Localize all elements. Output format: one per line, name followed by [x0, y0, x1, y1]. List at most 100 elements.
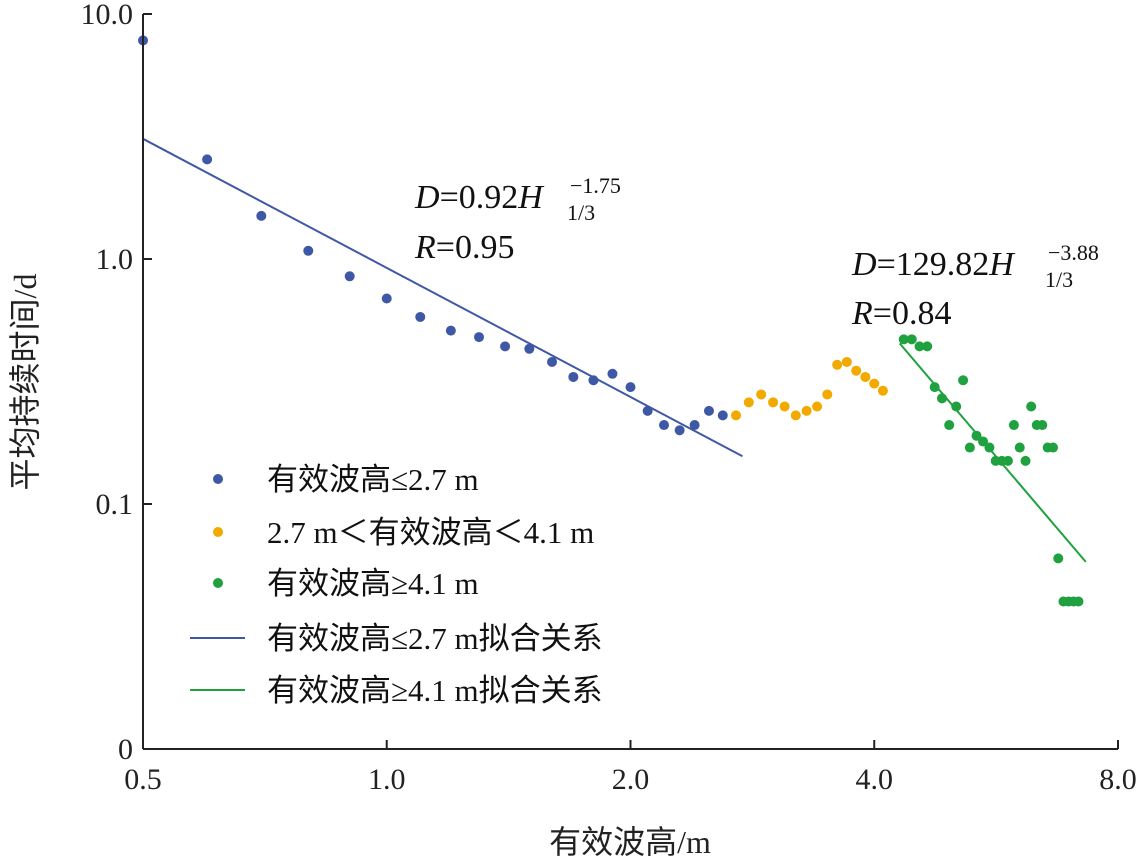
y-axis-title: 平均持续时间/d: [7, 274, 43, 491]
data-point-series-1: [790, 410, 801, 421]
data-point-series-0: [445, 325, 456, 336]
annotation-fit-low-r-var: R: [414, 229, 436, 266]
data-point-series-2: [951, 401, 962, 412]
y-tick-label: 0: [118, 733, 133, 766]
x-axis-title: 有效波高/m: [549, 824, 711, 860]
data-point-series-0: [607, 368, 618, 379]
annotation-fit-low-var: H: [517, 179, 545, 216]
data-point-series-1: [860, 371, 871, 382]
annotation-fit-high-r-val: =0.84: [873, 295, 952, 332]
data-point-series-0: [568, 371, 579, 382]
data-point-series-1: [812, 401, 823, 412]
data-point-series-2: [984, 442, 995, 453]
legend-label-high-fit: 有效波高≥4.1 m拟合关系: [267, 673, 603, 708]
data-point-series-1: [756, 389, 767, 400]
data-point-series-1: [851, 365, 862, 376]
y-tick-label: 1.0: [96, 243, 134, 276]
data-point-series-2: [944, 420, 955, 431]
annotation-fit-high-r: R=0.84: [851, 295, 951, 332]
legend-label-low-fit: 有效波高≤2.7 m拟合关系: [267, 621, 603, 656]
data-point-series-0: [588, 375, 599, 386]
data-point-series-0: [344, 271, 355, 282]
legend-marker-high: [213, 578, 223, 588]
legend-marker-mid: [213, 527, 223, 537]
x-tick-label: 8.0: [1099, 763, 1137, 796]
data-point-series-2: [1014, 442, 1025, 453]
data-point-series-0: [703, 405, 714, 416]
data-point-series-0: [256, 210, 267, 221]
annotation-fit-low-lhs: D: [414, 179, 440, 216]
data-point-series-1: [779, 401, 790, 412]
annotation-fit-high-eq: =129.82: [877, 246, 990, 283]
data-point-series-0: [689, 420, 700, 431]
data-point-series-1: [822, 389, 833, 400]
annotation-fit-high-r-var: R: [851, 295, 873, 332]
fit-line-series-3: [142, 137, 743, 458]
data-point-series-2: [1073, 596, 1084, 607]
data-point-series-0: [381, 293, 392, 304]
fit-lines: [142, 137, 1087, 563]
x-tick-label: 1.0: [368, 763, 406, 796]
data-point-series-2: [978, 436, 989, 447]
data-point-series-1: [731, 410, 742, 421]
data-point-series-2: [1020, 455, 1031, 466]
data-point-series-1: [832, 359, 843, 370]
data-point-series-0: [415, 311, 426, 322]
data-point-series-2: [1008, 420, 1019, 431]
data-point-series-1: [869, 378, 880, 389]
legend-label-mid: 2.7 m＜有效波高＜4.1 m: [267, 515, 594, 550]
data-point-series-2: [1053, 553, 1064, 564]
legend: 有效波高≤2.7 m 2.7 m＜有效波高＜4.1 m 有效波高≥4.1 m 有…: [190, 462, 603, 708]
data-point-series-0: [642, 405, 653, 416]
data-point-series-2: [922, 341, 933, 352]
data-point-series-2: [1037, 420, 1048, 431]
fit-line-series-4: [898, 342, 1087, 563]
y-tick-label: 0.1: [96, 488, 134, 521]
data-point-series-1: [841, 356, 852, 367]
annotation-fit-high-equation: D=129.82H: [851, 246, 1016, 283]
annotation-fit-low-equation: D=0.92H: [414, 179, 545, 216]
data-point-series-1: [801, 405, 812, 416]
data-point-series-0: [202, 154, 213, 165]
annotation-fit-high-sub: 1/3: [1045, 267, 1073, 292]
data-point-series-0: [500, 341, 511, 352]
data-point-series-0: [625, 382, 636, 393]
data-point-series-2: [914, 341, 925, 352]
annotation-fit-low-sup: −1.75: [570, 173, 621, 198]
data-point-series-0: [303, 245, 314, 256]
legend-label-low: 有效波高≤2.7 m: [267, 462, 479, 497]
legend-marker-low: [213, 474, 223, 484]
x-tick-label: 0.5: [124, 763, 162, 796]
data-point-series-0: [717, 410, 728, 421]
data-point-series-2: [1002, 455, 1013, 466]
annotation-fit-low-eq: =0.92: [440, 179, 519, 216]
x-tick-label: 2.0: [612, 763, 650, 796]
data-point-series-2: [898, 334, 909, 345]
data-point-series-0: [547, 356, 558, 367]
legend-label-high: 有效波高≥4.1 m: [267, 566, 479, 601]
data-point-series-2: [1026, 401, 1037, 412]
data-point-series-2: [958, 375, 969, 386]
y-ticks: 10.0 1.0 0.1 0: [81, 0, 152, 766]
data-point-series-2: [971, 430, 982, 441]
data-point-series-0: [659, 420, 670, 431]
annotation-fit-low-r: R=0.95: [414, 229, 514, 266]
data-point-series-1: [743, 397, 754, 408]
data-point-series-1: [768, 397, 779, 408]
data-point-series-2: [929, 382, 940, 393]
data-point-series-2: [1048, 442, 1059, 453]
x-ticks: 0.5 1.0 2.0 4.0 8.0: [124, 740, 1137, 796]
data-point-series-0: [674, 425, 685, 436]
annotation-fit-high-lhs: D: [851, 246, 877, 283]
data-point-series-2: [964, 442, 975, 453]
annotation-fit-high-var: H: [988, 246, 1016, 283]
annotation-fit-low-r-val: =0.95: [436, 229, 515, 266]
data-point-series-0: [524, 343, 535, 354]
annotation-fit-high-sup: −3.88: [1048, 240, 1099, 265]
data-point-series-2: [906, 334, 917, 345]
data-point-series-2: [937, 393, 948, 404]
data-point-series-0: [474, 332, 485, 343]
data-point-series-1: [877, 385, 888, 396]
y-tick-label: 10.0: [81, 0, 134, 31]
